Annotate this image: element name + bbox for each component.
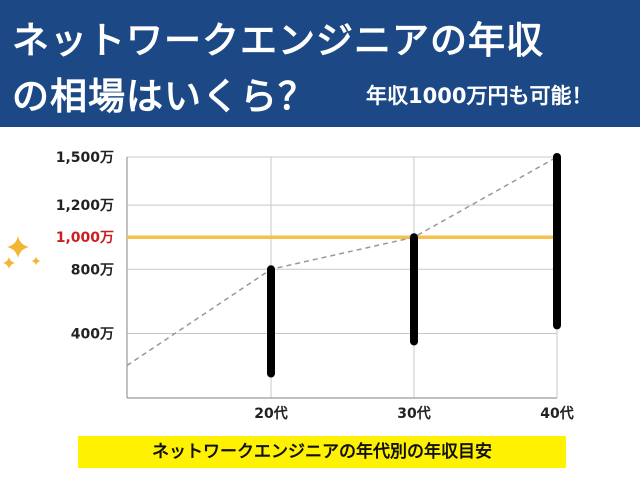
sparkle-icon [31, 256, 41, 266]
header-banner: ネットワークエンジニアの年収 の相場はいくら？ 年収1000万円も可能！ [0, 0, 640, 127]
x-tick-label: 30代 [397, 405, 430, 422]
x-tick-label: 20代 [254, 405, 287, 422]
page-title-line1: ネットワークエンジニアの年収 [12, 19, 544, 62]
chart-caption: ネットワークエンジニアの年代別の年収目安 [78, 436, 566, 468]
y-tick-label: 1,200万 [56, 198, 114, 214]
sparkle-icon [7, 236, 29, 258]
y-tick-label: 1,500万 [56, 150, 114, 166]
y-tick-label: 800万 [71, 262, 114, 278]
reference-line-label: 1,000万 [56, 230, 114, 246]
page-subtitle: 年収1000万円も可能！ [366, 84, 593, 108]
x-tick-label: 40代 [540, 405, 573, 422]
page-title-line2: の相場はいくら？ [12, 75, 316, 118]
sparkle-icon [3, 257, 15, 269]
trend-line [126, 156, 558, 367]
y-tick-label: 400万 [71, 326, 114, 342]
